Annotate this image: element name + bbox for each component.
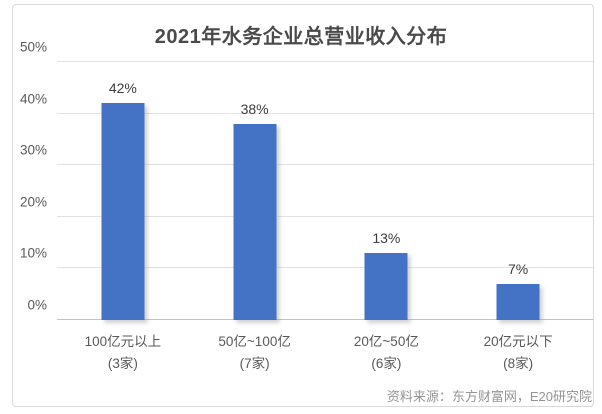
bar-2	[233, 123, 277, 320]
x-category-label: 20亿元以下 (8家)	[452, 331, 584, 375]
x-category-range: 20亿元以下	[483, 334, 553, 349]
gridline	[57, 61, 593, 62]
bar-1	[101, 103, 145, 320]
x-category-label: 50亿~100亿 (7家)	[189, 331, 321, 375]
x-axis-labels: 100亿元以上 (3家) 50亿~100亿 (7家) 20亿~50亿 (6家) 20亿元以下…	[57, 331, 584, 375]
y-tick-label: 0%	[27, 297, 47, 313]
source-note: 资料来源：东方财富网，E20研究院	[386, 389, 592, 404]
gridline	[57, 164, 593, 166]
gridline	[57, 319, 593, 320]
y-tick-label: 40%	[19, 91, 47, 107]
bar-slot: 42%	[57, 62, 189, 320]
x-category-count: (7家)	[239, 356, 270, 371]
x-category-range: 20亿~50亿	[353, 334, 419, 349]
chart-title: 2021年水务企业总营业收入分布	[154, 26, 448, 48]
bar-value-label: 7%	[508, 260, 529, 277]
x-category-count: (6家)	[371, 356, 402, 371]
y-tick-label: 30%	[19, 142, 47, 158]
gridline	[57, 215, 593, 217]
bar-3	[364, 252, 408, 320]
x-category-range: 100亿元以上	[84, 334, 162, 349]
y-tick-label: 20%	[19, 194, 47, 210]
x-category-range: 50亿~100亿	[218, 334, 291, 349]
gridline	[57, 112, 593, 114]
y-tick-label: 10%	[19, 245, 47, 261]
y-tick-label: 50%	[19, 39, 47, 55]
plot-area: 0% 10% 20% 30% 40% 50% 42% 38% 13% 7%	[20, 40, 593, 320]
x-category-count: (3家)	[107, 356, 138, 371]
bar-slot: 38%	[189, 62, 321, 320]
gridline	[57, 267, 593, 269]
bar-value-label: 42%	[108, 80, 137, 97]
x-category-count: (8家)	[503, 356, 534, 371]
bar-slot: 13%	[321, 62, 453, 320]
bar-slot: 7%	[452, 62, 584, 320]
x-category-label: 20亿~50亿 (6家)	[321, 331, 453, 375]
x-category-label: 100亿元以上 (3家)	[57, 331, 189, 375]
bar-4	[496, 283, 540, 320]
bar-value-label: 13%	[372, 229, 401, 246]
bar-value-label: 38%	[240, 100, 269, 117]
